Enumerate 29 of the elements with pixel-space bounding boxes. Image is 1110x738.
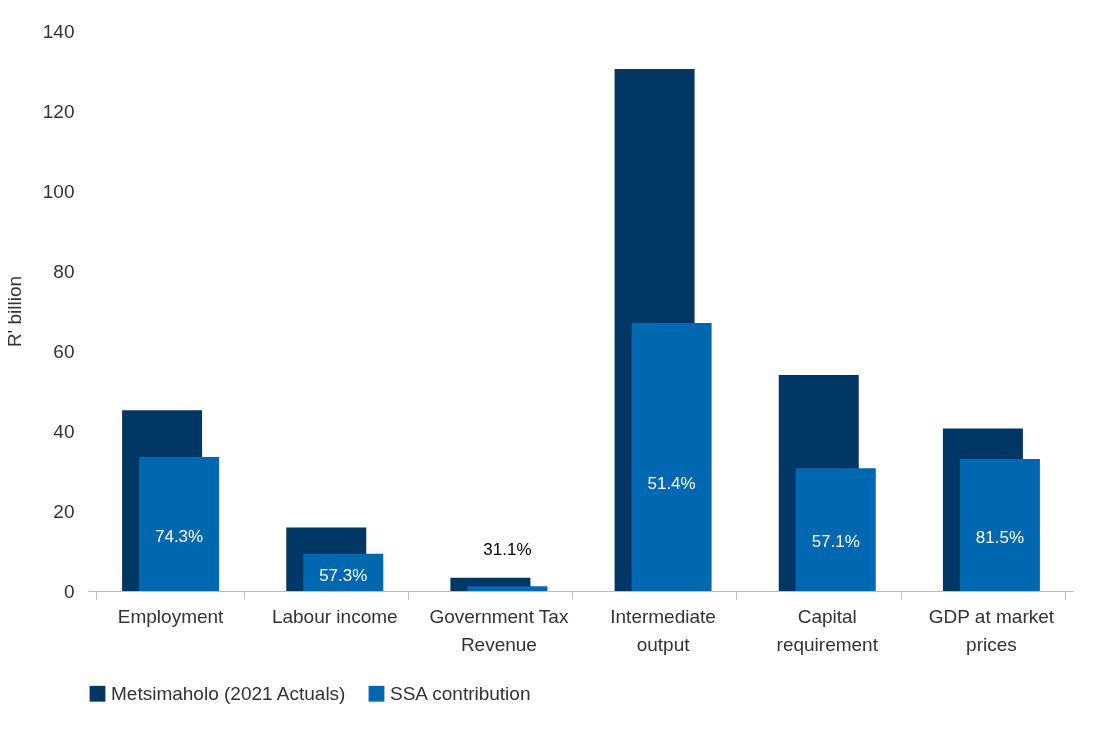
annotation: 51.4% [647,473,696,493]
annotation: 57.1% [811,531,860,551]
bar [139,457,220,591]
bar [959,459,1040,591]
annotation: 81.5% [975,528,1025,548]
x-tick-label: Employment [117,605,225,627]
bar [795,468,876,591]
y-tick-label: 40 [53,420,75,442]
x-tick-label: Labour income [271,605,398,627]
legend-label: SSA contribution [390,682,531,704]
y-tick-label: 140 [42,20,75,42]
annotation: 74.3% [154,527,204,547]
legend-label: Metsimaholo (2021 Actuals) [111,682,346,704]
x-tick-label: Intermediate output [610,605,716,655]
annotation: 57.3% [319,566,368,586]
bar [467,586,548,591]
x-tick-label: Government Tax Revenue [429,605,569,655]
y-tick-label: 120 [42,100,75,122]
y-tick-label: 80 [53,260,75,282]
y-tick-label: 20 [53,500,75,522]
x-tick-label: Capital requirement [776,605,879,655]
annotation: 31.1% [483,539,532,559]
y-tick-label: 0 [63,580,75,602]
bar [631,323,712,591]
bar [303,553,384,591]
y-axis-title: R' billion [3,275,25,348]
x-tick-label: GDP at market prices [928,605,1055,655]
y-tick-label: 60 [53,340,75,362]
y-tick-label: 100 [42,180,75,202]
